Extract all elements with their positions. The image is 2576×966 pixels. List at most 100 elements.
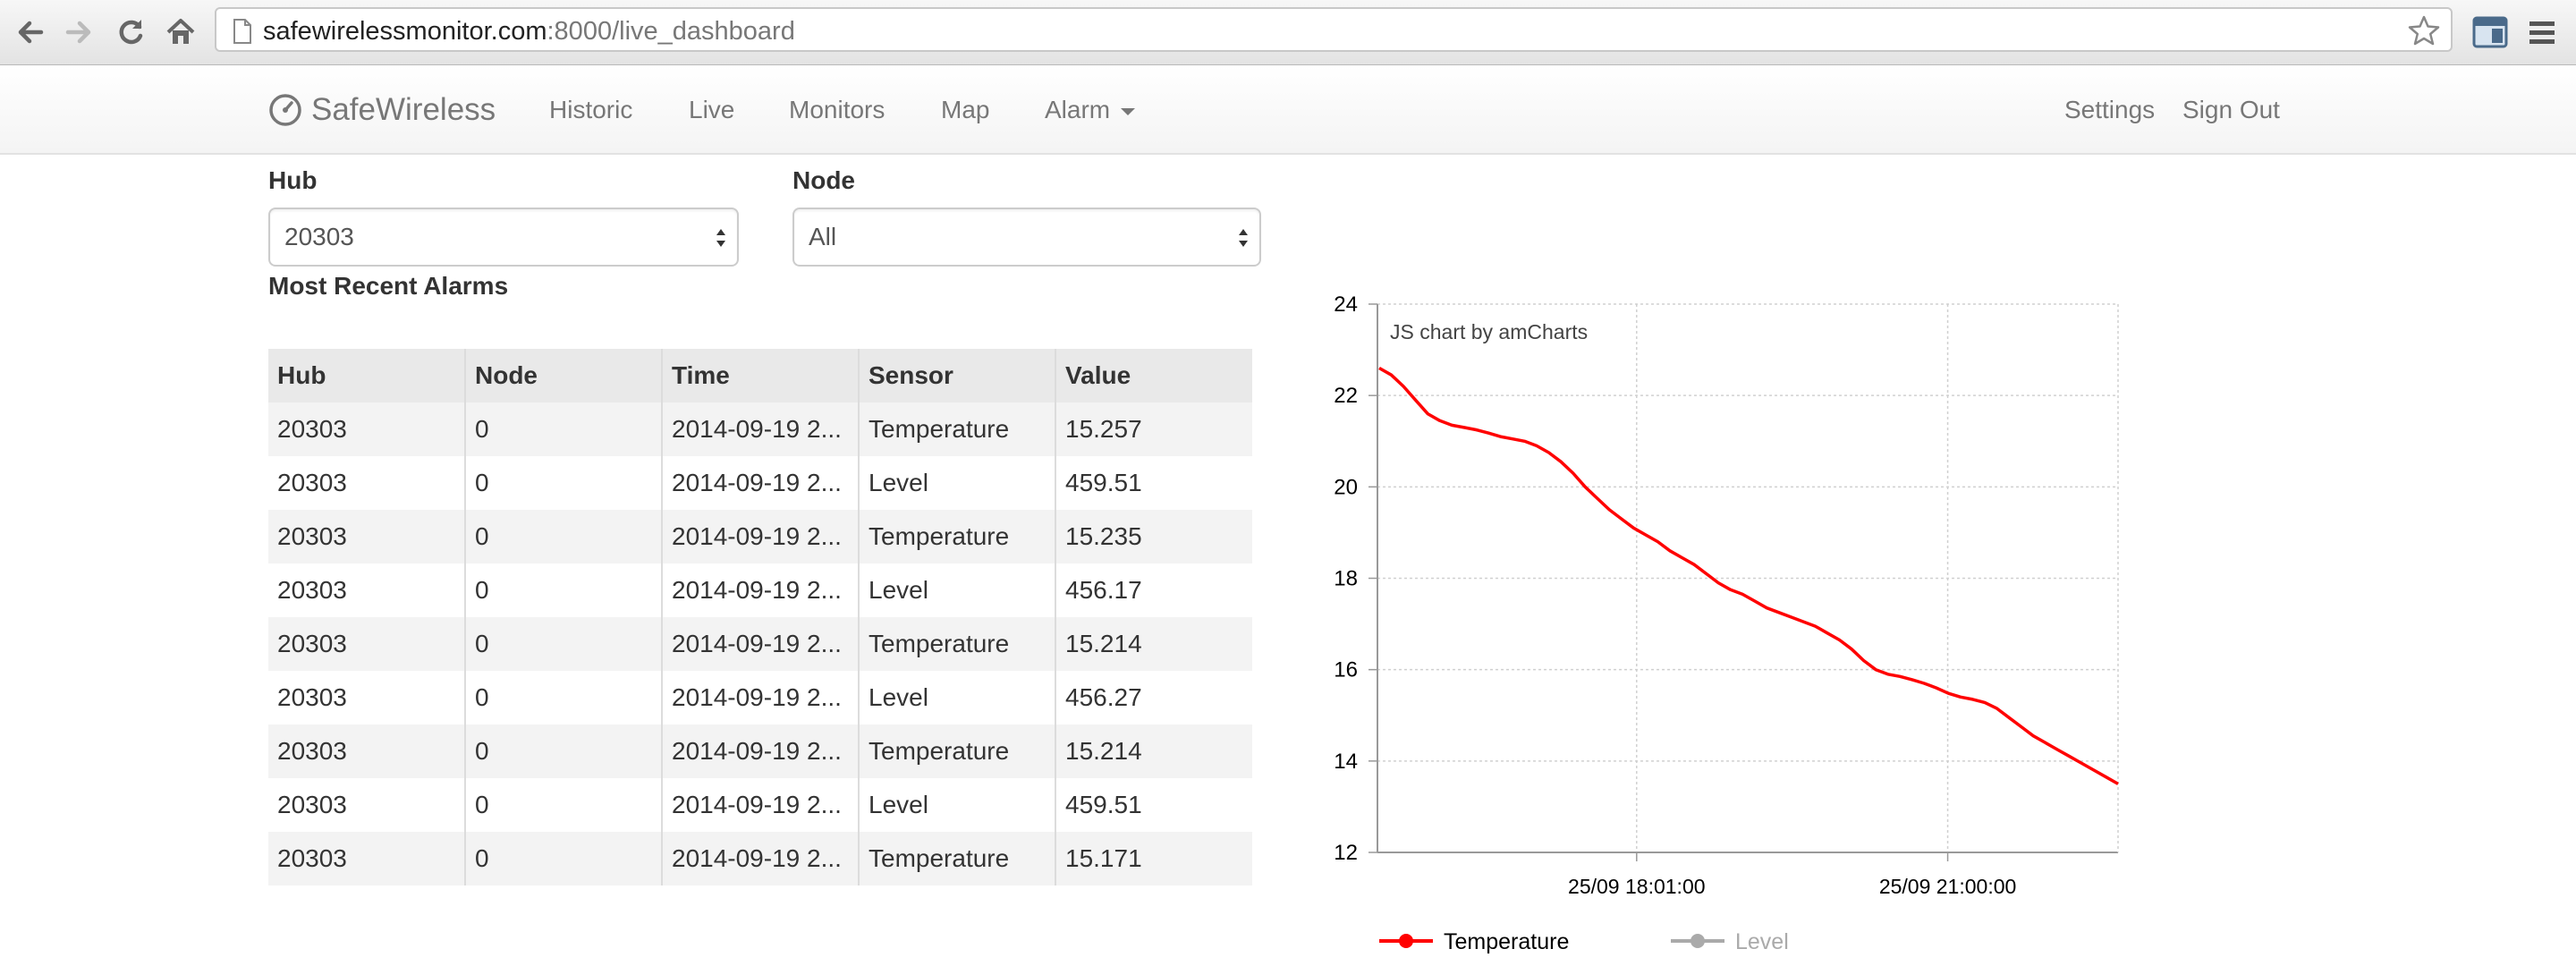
y-tick-label: 24 xyxy=(1334,292,1358,317)
cell-sensor: Temperature xyxy=(858,724,1055,778)
x-tick-label: 25/09 18:01:00 xyxy=(1568,875,1705,898)
cell-node: 0 xyxy=(464,510,662,564)
node-select-value: All xyxy=(809,223,837,250)
cell-hub: 20303 xyxy=(268,617,465,671)
nav-live[interactable]: Live xyxy=(689,96,735,123)
select-arrows-icon xyxy=(1239,229,1248,247)
column-header-sensor[interactable]: Sensor xyxy=(858,349,1055,402)
y-tick-label: 20 xyxy=(1334,475,1358,499)
table-row[interactable]: 20303 0 2014-09-19 2... Temperature 15.171 xyxy=(268,832,1252,886)
cell-value: 459.51 xyxy=(1055,778,1252,832)
cell-hub: 20303 xyxy=(268,510,465,564)
select-arrows-icon xyxy=(716,229,725,247)
hub-select-value: 20303 xyxy=(284,223,354,250)
nav-alarm-dropdown[interactable]: Alarm xyxy=(1045,94,1136,126)
table-row[interactable]: 20303 0 2014-09-19 2... Temperature 15.214 xyxy=(268,724,1252,778)
chart-credit[interactable]: JS chart by amCharts xyxy=(1390,320,1588,343)
node-select[interactable]: All xyxy=(792,208,1261,267)
cell-sensor: Level xyxy=(858,778,1055,832)
alarms-title: Most Recent Alarms xyxy=(268,272,509,300)
nav-map[interactable]: Map xyxy=(941,96,990,123)
cell-node: 0 xyxy=(464,671,662,724)
forward-icon[interactable] xyxy=(57,11,100,54)
cell-time: 2014-09-19 2... xyxy=(661,456,859,510)
page-icon xyxy=(233,19,252,48)
brand-name: SafeWireless xyxy=(311,92,496,127)
cell-sensor: Level xyxy=(858,564,1055,617)
menu-icon[interactable] xyxy=(2521,11,2563,54)
cell-value: 15.214 xyxy=(1055,617,1252,671)
table-row[interactable]: 20303 0 2014-09-19 2... Level 456.17 xyxy=(268,564,1252,617)
cell-value: 456.27 xyxy=(1055,671,1252,724)
hub-label: Hub xyxy=(268,166,318,194)
table-row[interactable]: 20303 0 2014-09-19 2... Level 459.51 xyxy=(268,456,1252,510)
cell-sensor: Temperature xyxy=(858,510,1055,564)
cell-value: 15.214 xyxy=(1055,724,1252,778)
column-header-node[interactable]: Node xyxy=(464,349,662,402)
nav-sign-out[interactable]: Sign Out xyxy=(2182,96,2280,123)
legend-marker-dot[interactable] xyxy=(1399,934,1413,948)
cell-time: 2014-09-19 2... xyxy=(661,724,859,778)
y-tick-label: 14 xyxy=(1334,750,1358,774)
table-row[interactable]: 20303 0 2014-09-19 2... Temperature 15.214 xyxy=(268,617,1252,671)
star-icon[interactable] xyxy=(2408,15,2440,50)
cell-time: 2014-09-19 2... xyxy=(661,510,859,564)
cell-node: 0 xyxy=(464,778,662,832)
hub-select[interactable]: 20303 xyxy=(268,208,739,267)
y-tick-label: 22 xyxy=(1334,384,1358,408)
address-bar[interactable]: safewirelessmonitor.com:8000/live_dashbo… xyxy=(215,7,2453,52)
column-header-hub[interactable]: Hub xyxy=(268,349,465,402)
cell-time: 2014-09-19 2... xyxy=(661,778,859,832)
cell-hub: 20303 xyxy=(268,564,465,617)
cell-hub: 20303 xyxy=(268,402,465,456)
series-line-temperature xyxy=(1378,366,2119,785)
nav-monitors[interactable]: Monitors xyxy=(789,96,886,123)
url-path: :8000/live_dashboard xyxy=(547,17,795,46)
cell-value: 459.51 xyxy=(1055,456,1252,510)
legend-marker-dot[interactable] xyxy=(1690,934,1705,948)
node-label: Node xyxy=(792,166,855,194)
browser-toolbar: safewirelessmonitor.com:8000/live_dashbo… xyxy=(0,0,2576,65)
reload-icon[interactable] xyxy=(109,11,152,54)
y-tick-label: 16 xyxy=(1334,658,1358,682)
cell-hub: 20303 xyxy=(268,778,465,832)
table-row[interactable]: 20303 0 2014-09-19 2... Level 459.51 xyxy=(268,778,1252,832)
cell-sensor: Temperature xyxy=(858,617,1055,671)
nav-alarm-label: Alarm xyxy=(1045,96,1111,123)
table-row[interactable]: 20303 0 2014-09-19 2... Temperature 15.235 xyxy=(268,510,1252,564)
cell-node: 0 xyxy=(464,456,662,510)
extension-icon[interactable] xyxy=(2469,11,2512,54)
brand-logo[interactable]: SafeWireless xyxy=(268,92,496,128)
cell-time: 2014-09-19 2... xyxy=(661,617,859,671)
cell-value: 15.171 xyxy=(1055,832,1252,886)
cell-value: 15.257 xyxy=(1055,402,1252,456)
legend-item-temperature[interactable]: Temperature xyxy=(1444,929,1569,954)
table-header-row: Hub Node Time Sensor Value xyxy=(268,349,1252,402)
cell-value: 456.17 xyxy=(1055,564,1252,617)
url-text[interactable]: safewirelessmonitor.com:8000/live_dashbo… xyxy=(263,16,795,47)
temperature-chart: 12 14 16 18 20 22 24 25/09 18:01:00 25/09 21:00:… xyxy=(1334,292,2119,954)
cell-hub: 20303 xyxy=(268,724,465,778)
legend-item-level[interactable]: Level xyxy=(1735,929,1789,954)
cell-hub: 20303 xyxy=(268,671,465,724)
back-icon[interactable] xyxy=(9,11,52,54)
column-header-time[interactable]: Time xyxy=(661,349,859,402)
nav-historic[interactable]: Historic xyxy=(549,96,633,123)
cell-node: 0 xyxy=(464,724,662,778)
cell-node: 0 xyxy=(464,832,662,886)
home-icon[interactable] xyxy=(159,11,202,54)
app-navbar: SafeWireless Historic Live Monitors Map … xyxy=(0,65,2576,155)
url-host: safewirelessmonitor.com xyxy=(263,17,547,46)
cell-sensor: Temperature xyxy=(858,832,1055,886)
cell-value: 15.235 xyxy=(1055,510,1252,564)
gauge-icon xyxy=(269,94,301,126)
table-row[interactable]: 20303 0 2014-09-19 2... Level 456.27 xyxy=(268,671,1252,724)
cell-sensor: Level xyxy=(858,671,1055,724)
caret-down-icon xyxy=(1121,107,1136,115)
cell-time: 2014-09-19 2... xyxy=(661,832,859,886)
cell-time: 2014-09-19 2... xyxy=(661,402,859,456)
table-row[interactable]: 20303 0 2014-09-19 2... Temperature 15.257 xyxy=(268,402,1252,456)
y-tick-label: 12 xyxy=(1334,841,1358,865)
nav-settings[interactable]: Settings xyxy=(2064,96,2156,123)
column-header-value[interactable]: Value xyxy=(1055,349,1252,402)
